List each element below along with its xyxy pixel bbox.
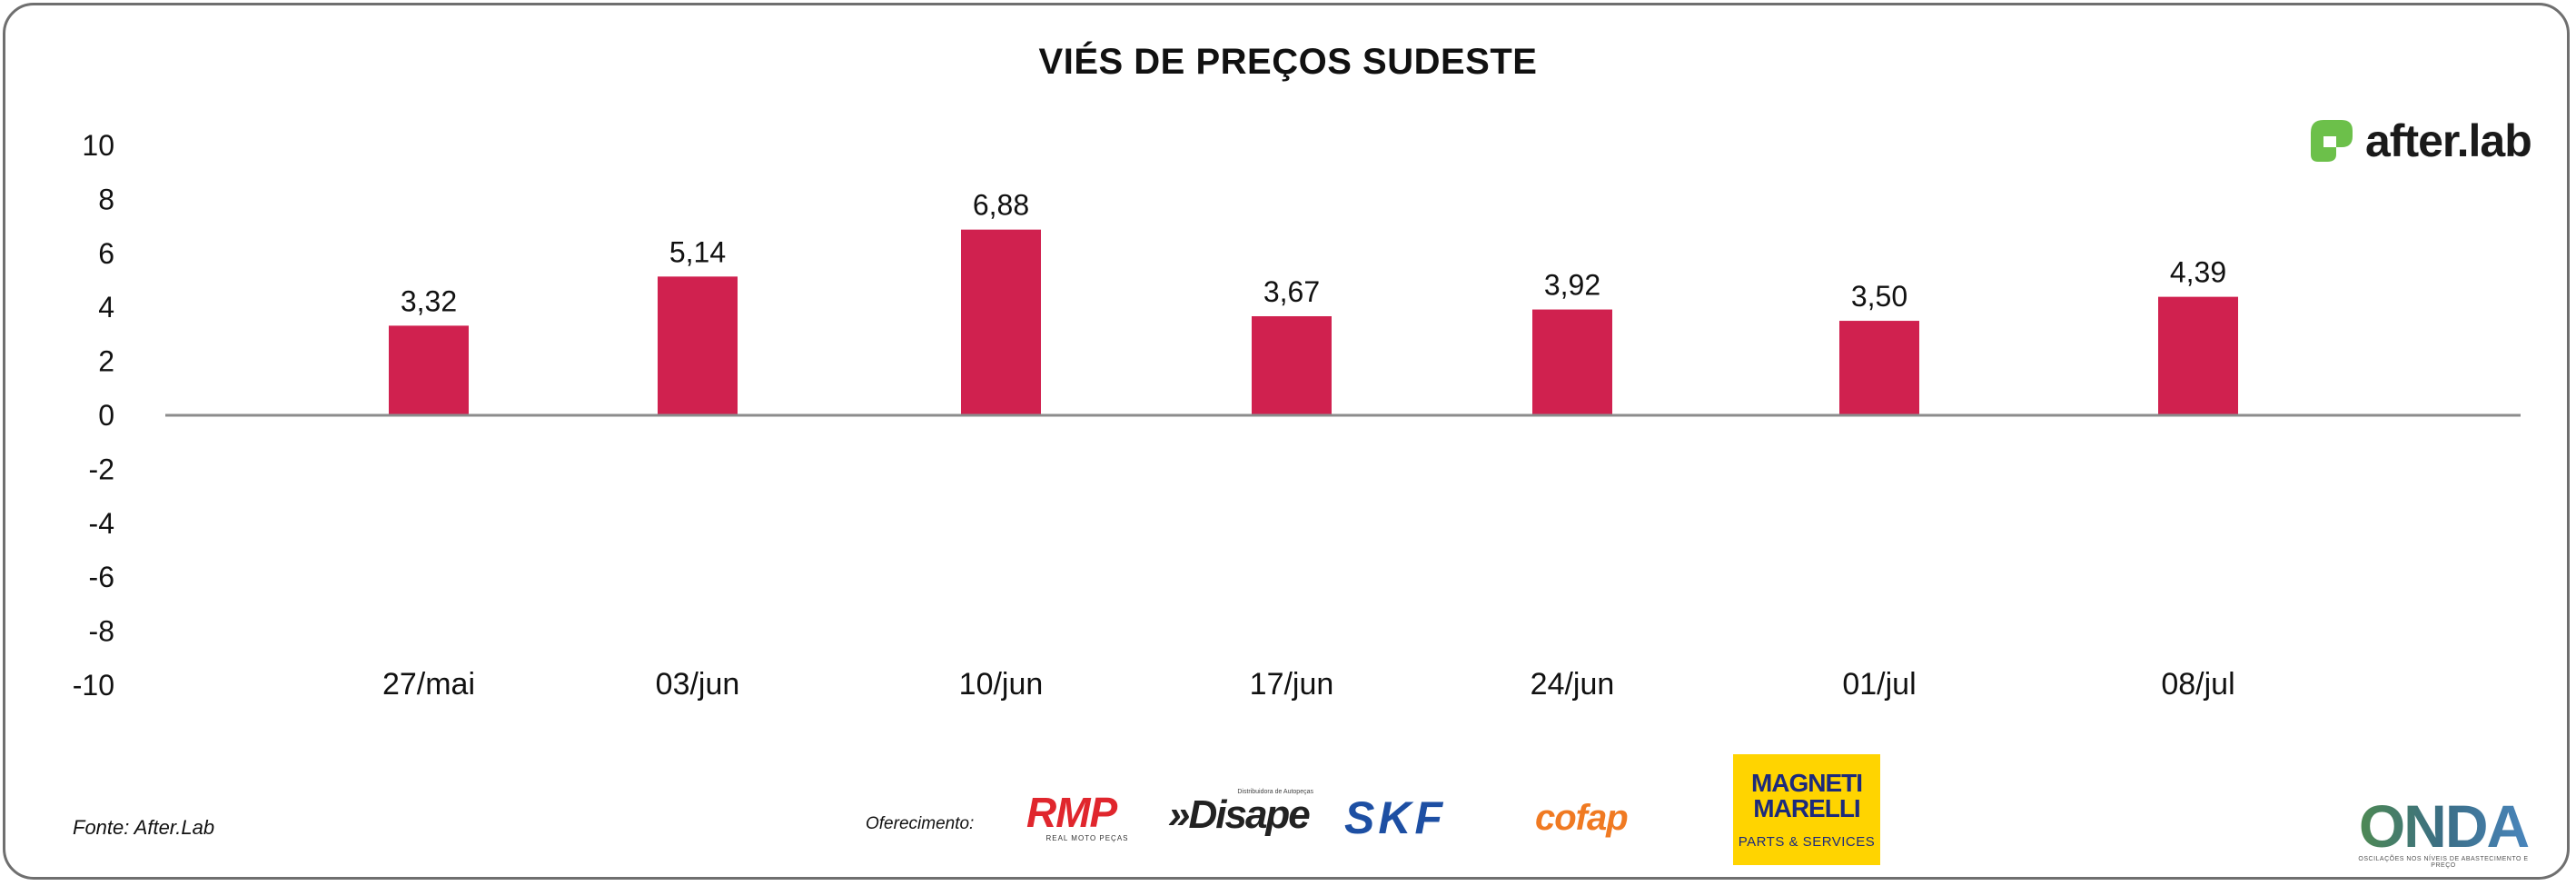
x-tick-label: 08/jul <box>2161 667 2234 702</box>
bar <box>1252 316 1332 415</box>
y-tick-label: -10 <box>73 669 114 702</box>
y-tick-label: -8 <box>89 615 114 648</box>
y-tick-label: 10 <box>82 129 114 162</box>
bar-value-label: 3,92 <box>1544 269 1600 302</box>
bar-value-label: 3,67 <box>1263 275 1320 308</box>
skf-wordmark: SKF <box>1344 792 1446 843</box>
bars <box>389 229 2238 415</box>
cofap-logo: cofap <box>1535 798 1704 840</box>
magneti-line-2: MARELLI <box>1753 793 1860 822</box>
afterlab-logo: after.lab <box>2305 113 2532 169</box>
onda-logo: ONDA OSCILAÇÕES NOS NÍVEIS DE ABASTECIME… <box>2353 796 2534 869</box>
bar <box>658 276 738 415</box>
x-tick-label: 03/jun <box>656 667 740 702</box>
magneti-marelli-logo: MAGNETI MARELLI PARTS & SERVICES <box>1733 754 1880 865</box>
bar-value-label: 3,32 <box>401 284 457 317</box>
x-axis-ticks: 27/mai 03/jun 10/jun 17/jun 24/jun 01/jul 08/j… <box>382 667 2235 702</box>
y-tick-label: 8 <box>98 183 114 215</box>
bar <box>1532 309 1612 415</box>
afterlab-wordmark: after.lab <box>2365 115 2532 166</box>
x-tick-label: 01/jul <box>1842 667 1916 702</box>
chart-title: VIÉS DE PREÇOS SUDESTE <box>1038 42 1538 82</box>
magneti-line-1: MAGNETI <box>1750 768 1863 797</box>
bar-value-label: 5,14 <box>669 235 726 268</box>
bar-value-label: 6,88 <box>973 189 1029 222</box>
rmp-logo: RMP REAL MOTO PEÇAS <box>1026 789 1148 842</box>
rmp-subtitle: REAL MOTO PEÇAS <box>1045 834 1129 842</box>
onda-subtitle: OSCILAÇÕES NOS NÍVEIS DE ABASTECIMENTO E… <box>2358 856 2529 869</box>
x-tick-label: 27/mai <box>382 667 475 702</box>
magneti-line-3: PARTS & SERVICES <box>1738 833 1876 850</box>
x-tick-label: 17/jun <box>1250 667 1334 702</box>
y-axis-ticks: 10 8 6 4 2 0 -2 -4 -6 -8 -10 <box>73 129 114 702</box>
source-note: Fonte: After.Lab <box>73 816 215 839</box>
bar <box>2158 296 2238 415</box>
disape-wordmark: »Disape <box>1168 792 1311 837</box>
bar-value-label: 4,39 <box>2170 256 2226 289</box>
onda-wordmark: ONDA <box>2353 796 2534 856</box>
bar-value-labels: 3,32 5,14 6,88 3,67 3,92 3,50 4,39 <box>401 189 2226 318</box>
sponsor-label: Oferecimento: <box>866 814 975 833</box>
bar <box>961 229 1041 415</box>
y-tick-label: 6 <box>98 237 114 270</box>
x-tick-label: 10/jun <box>959 667 1044 702</box>
y-tick-label: -4 <box>89 507 114 540</box>
y-tick-label: 4 <box>98 291 114 324</box>
y-tick-label: -2 <box>89 453 114 485</box>
x-tick-label: 24/jun <box>1531 667 1615 702</box>
bar <box>389 325 469 415</box>
disape-logo: Distribuidora de Autopeças »Disape <box>1168 789 1323 840</box>
disape-tagline: Distribuidora de Autopeças <box>1237 789 1313 795</box>
chart-frame <box>3 3 2570 880</box>
cofap-wordmark: cofap <box>1535 798 1629 838</box>
y-tick-label: -6 <box>89 561 114 593</box>
bar-value-label: 3,50 <box>1851 280 1907 313</box>
skf-logo: SKF <box>1344 795 1513 841</box>
rmp-wordmark: RMP <box>1026 789 1117 836</box>
y-tick-label: 0 <box>98 399 114 432</box>
afterlab-leaf-icon <box>2311 120 2353 162</box>
y-tick-label: 2 <box>98 345 114 378</box>
bar <box>1839 321 1919 415</box>
